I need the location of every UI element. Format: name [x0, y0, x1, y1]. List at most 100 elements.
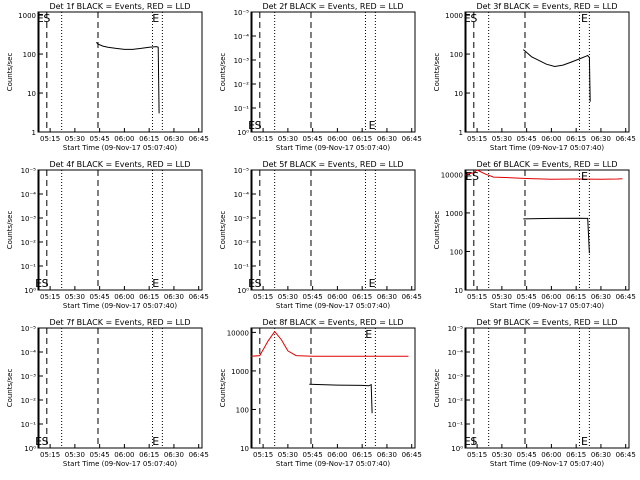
plot-frame [37, 327, 203, 449]
x-tick-label: 06:15 [139, 135, 159, 143]
y-tick-label: 10000 [441, 171, 463, 179]
marker-e: E [365, 328, 372, 341]
y-tick-label: 10 [454, 90, 463, 98]
y-tick-label: 10⁻¹ [234, 263, 250, 271]
x-tick-label: 05:15 [40, 293, 60, 301]
x-tick-label: 06:30 [164, 293, 184, 301]
y-axis-label: Counts/sec [433, 211, 441, 250]
y-tick-label: 10⁻⁵ [234, 9, 250, 17]
x-tick-label: 05:15 [253, 293, 273, 301]
marker-e: E [581, 170, 588, 183]
x-tick-label: 05:30 [278, 135, 298, 143]
x-tick-label: 06:00 [541, 451, 561, 459]
x-tick-label: 06:30 [591, 135, 611, 143]
y-tick-label: 100 [450, 51, 463, 59]
series-lld-line [250, 330, 409, 357]
x-tick-label: 06:00 [541, 135, 561, 143]
x-tick-label: 05:15 [40, 135, 60, 143]
x-tick-label: 06:15 [352, 293, 372, 301]
y-tick-label: 1 [459, 129, 463, 137]
x-tick-label: 05:30 [65, 293, 85, 301]
x-tick-label: 05:15 [40, 451, 60, 459]
x-tick-label: 05:45 [303, 293, 323, 301]
y-tick-label: 10⁻³ [448, 373, 464, 381]
plot-frame [464, 169, 630, 291]
marker-e: E [152, 277, 159, 290]
y-tick-label: 10⁰ [451, 445, 463, 453]
y-tick-label: 10⁻⁵ [448, 325, 464, 333]
x-tick-label: 05:30 [492, 135, 512, 143]
panel-det-4: Det 4f BLACK = Events, RED = LLD 10⁰ 10⁻¹ 1… [6, 160, 209, 310]
y-tick-label: 1000 [18, 12, 36, 20]
marker-e: E [465, 170, 472, 183]
marker-e: E [464, 435, 471, 448]
x-tick-label: 06:00 [327, 293, 347, 301]
series-events-line [309, 383, 373, 414]
x-tick-label: 06:00 [114, 135, 134, 143]
y-tick-label: 10⁻¹ [448, 421, 464, 429]
y-tick-label: 10⁻⁴ [448, 349, 464, 357]
series-events-line [522, 49, 591, 102]
y-tick-label: 10⁰ [24, 445, 36, 453]
panel-det-9: Det 9f BLACK = Events, RED = LLD 10⁰ 10⁻¹ 1… [433, 318, 636, 468]
x-tick-label: 06:30 [164, 451, 184, 459]
y-tick-label: 10⁻² [234, 81, 250, 89]
marker-e: E [369, 119, 376, 132]
x-tick-label: 05:15 [467, 451, 487, 459]
y-tick-label: 100 [23, 51, 36, 59]
y-axis-label: Counts/sec [6, 369, 14, 408]
x-tick-label: 05:30 [65, 451, 85, 459]
x-axis-label: Start Time (09-Nov-17 05:07:40) [276, 460, 390, 468]
y-tick-label: 10⁻² [21, 239, 37, 247]
y-tick-label: 100 [450, 248, 463, 256]
panel-det-5: Det 5f BLACK = Events, RED = LLD 10⁰ 10⁻¹ 1… [219, 160, 422, 310]
x-tick-label: 05:30 [492, 451, 512, 459]
x-axis-label: Start Time (09-Nov-17 05:07:40) [63, 460, 177, 468]
panel-title: Det 1f BLACK = Events, RED = LLD [49, 2, 190, 11]
plot-frame [464, 327, 630, 449]
marker-e: E [369, 277, 376, 290]
marker-s: S [472, 170, 479, 183]
x-tick-label: 05:15 [467, 135, 487, 143]
x-tick-label: 06:45 [189, 135, 209, 143]
x-axis-label: Start Time (09-Nov-17 05:07:40) [490, 302, 604, 310]
y-tick-label: 10⁰ [24, 287, 36, 295]
panel-title: Det 4f BLACK = Events, RED = LLD [49, 160, 190, 169]
panel-title: Det 6f BLACK = Events, RED = LLD [476, 160, 617, 169]
y-tick-label: 10⁻² [234, 239, 250, 247]
panel-det-2: Det 2f BLACK = Events, RED = LLD 10⁰ 10⁻¹ 1… [219, 2, 422, 152]
x-axis-label: Start Time (09-Nov-17 05:07:40) [490, 144, 604, 152]
x-tick-label: 05:15 [253, 135, 273, 143]
x-tick-label: 06:45 [189, 451, 209, 459]
x-tick-label: 06:15 [566, 451, 586, 459]
y-tick-label: 10⁻² [21, 397, 37, 405]
x-tick-label: 05:15 [253, 451, 273, 459]
panel-title: Det 5f BLACK = Events, RED = LLD [262, 160, 403, 169]
plot-frame [250, 11, 416, 133]
x-tick-label: 06:45 [402, 293, 422, 301]
y-tick-label: 10⁻⁵ [234, 167, 250, 175]
x-tick-label: 05:45 [90, 135, 110, 143]
x-tick-label: 05:30 [278, 451, 298, 459]
marker-e: E [581, 12, 588, 25]
panel-title: Det 3f BLACK = Events, RED = LLD [476, 2, 617, 11]
marker-s: S [42, 435, 49, 448]
y-tick-label: 10 [454, 287, 463, 295]
series-events-line [95, 41, 160, 114]
marker-s: S [255, 277, 262, 290]
y-tick-label: 10⁻³ [234, 57, 250, 65]
panel-title: Det 9f BLACK = Events, RED = LLD [476, 318, 617, 327]
y-tick-label: 10⁰ [237, 129, 249, 137]
series-lld-line [464, 169, 623, 180]
x-tick-label: 06:15 [139, 293, 159, 301]
y-axis-label: Counts/sec [6, 53, 14, 92]
marker-e: E [152, 12, 159, 25]
y-tick-label: 10⁻³ [21, 373, 37, 381]
plot-frame [464, 11, 630, 133]
x-tick-label: 06:45 [402, 451, 422, 459]
y-axis-label: Counts/sec [219, 369, 227, 408]
panel-det-3: Det 3f BLACK = Events, RED = LLD 1 10 100 10… [433, 2, 636, 152]
marker-s: S [470, 435, 477, 448]
x-tick-label: 05:45 [303, 451, 323, 459]
